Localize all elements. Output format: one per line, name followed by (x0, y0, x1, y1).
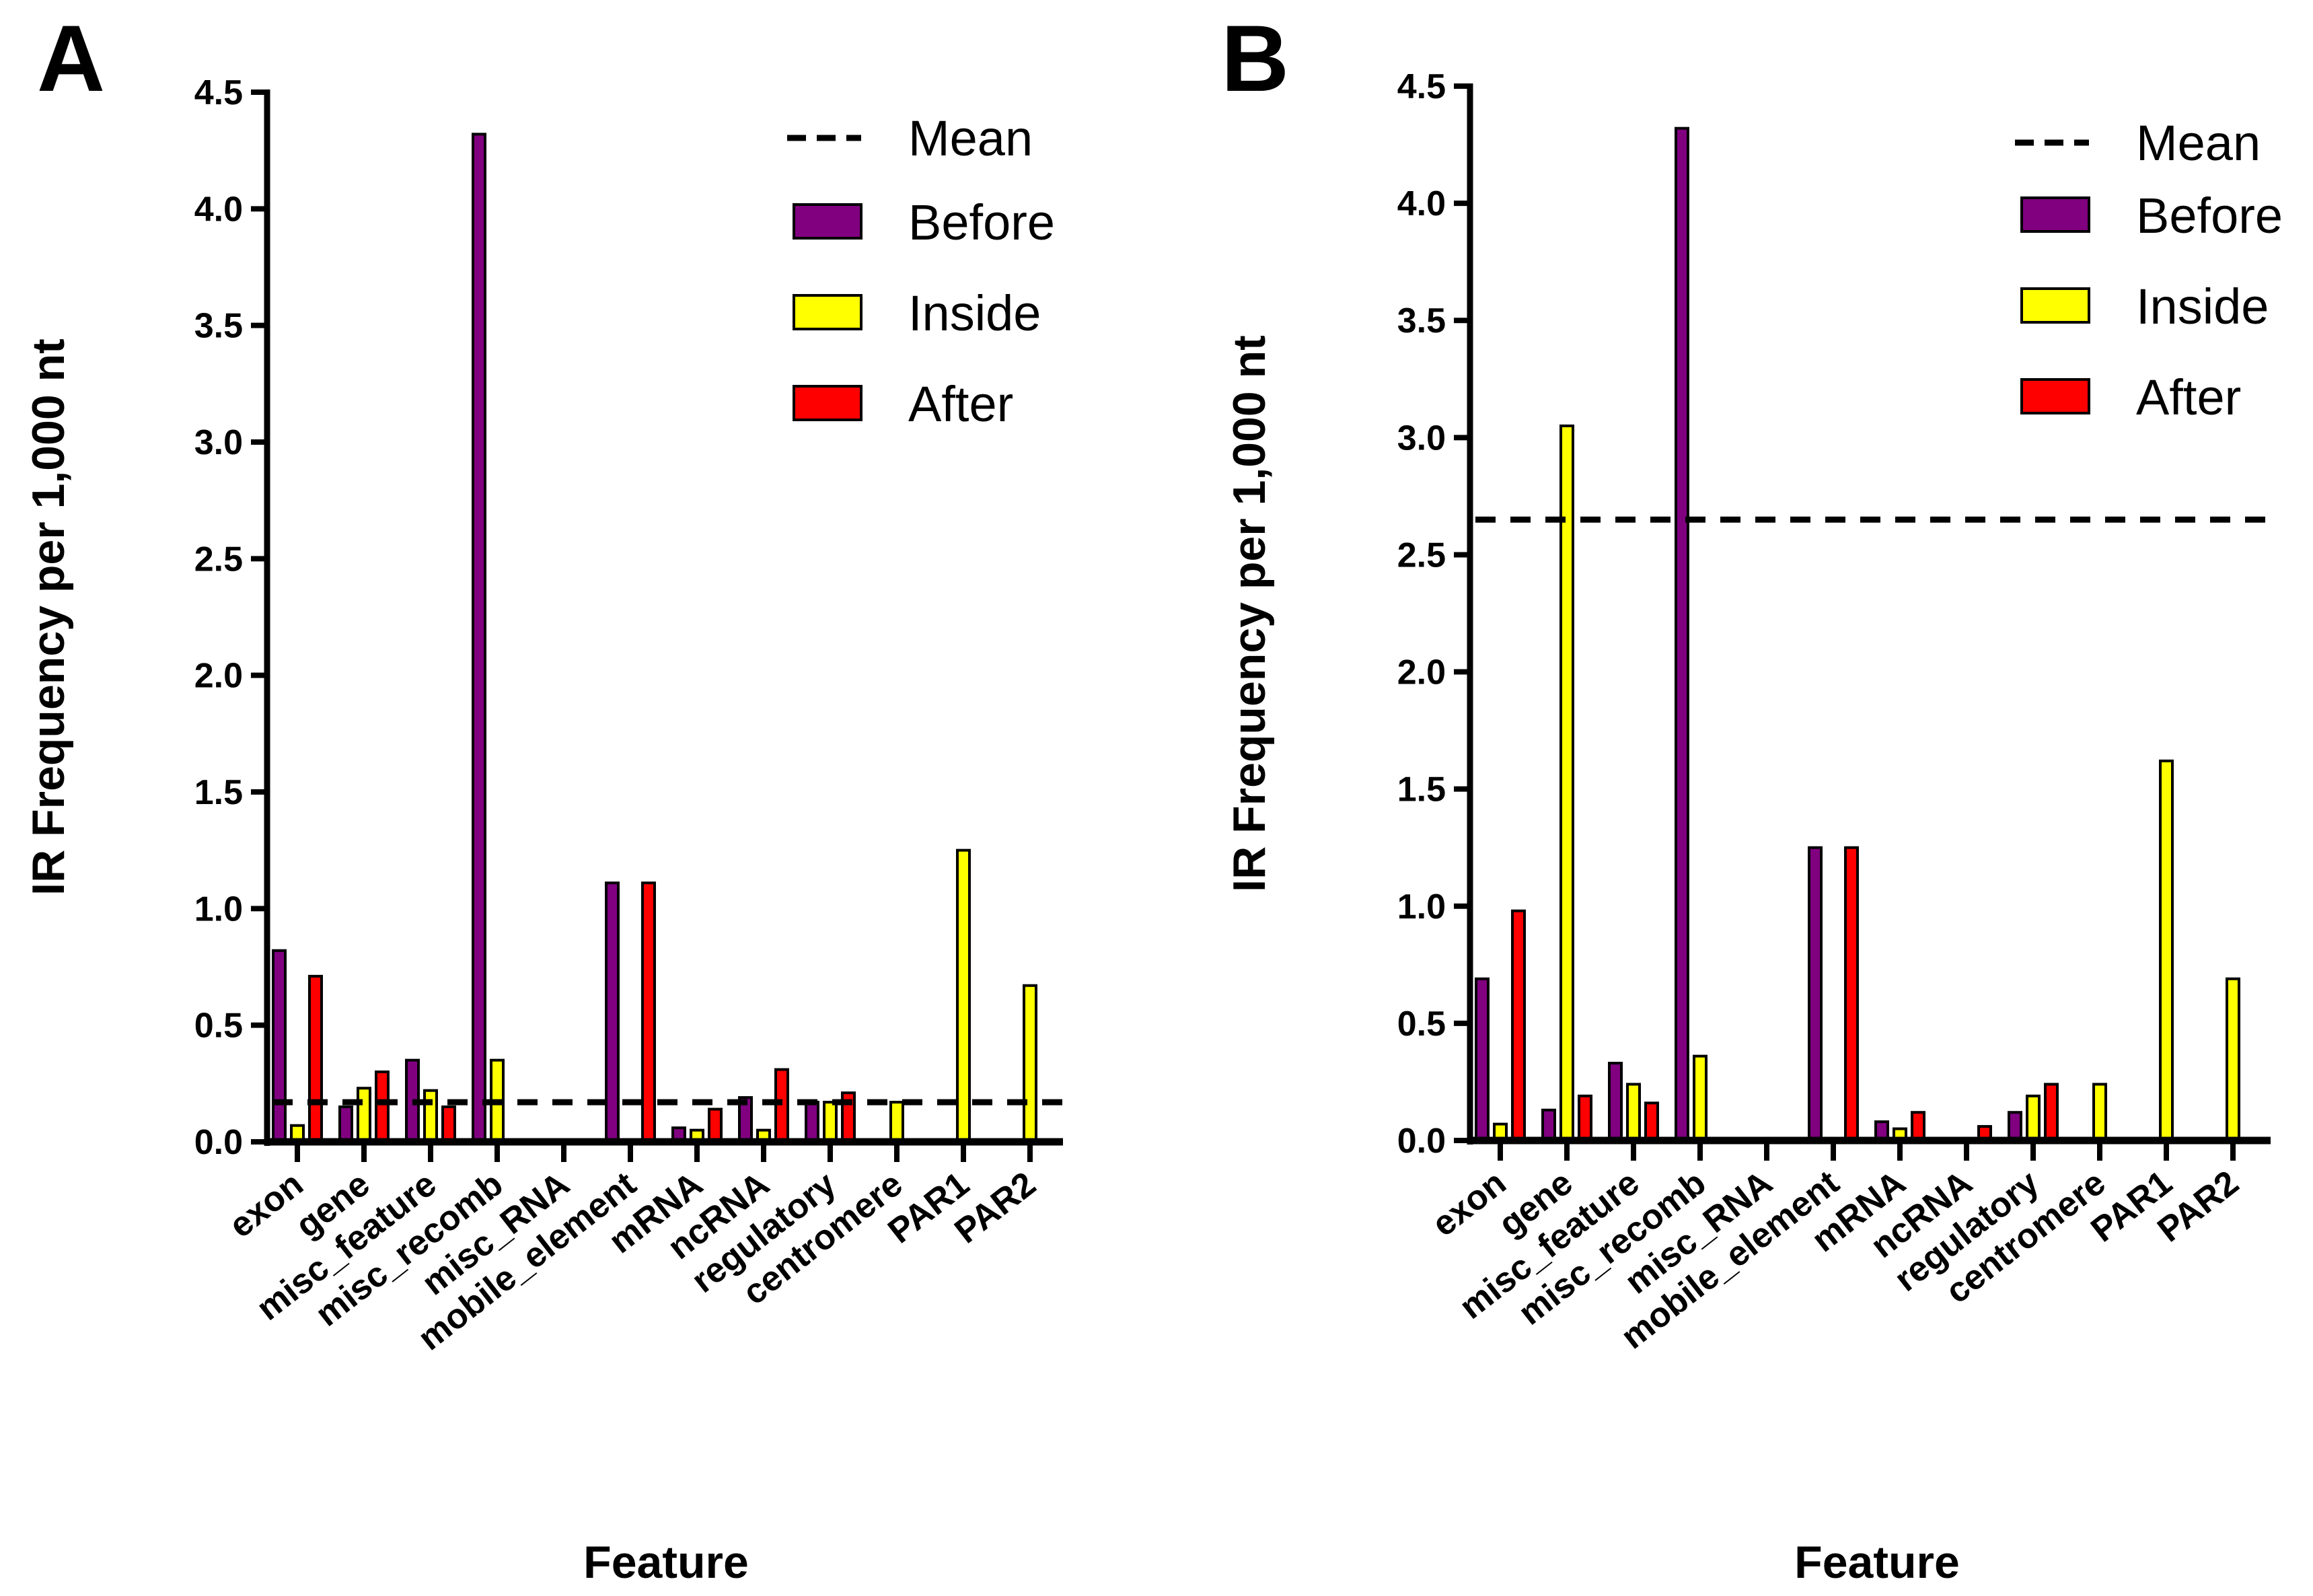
y-tick-label: 4.5 (194, 73, 243, 112)
bar-before-mobile_element (1808, 846, 1823, 1142)
y-tick-label: 0.0 (194, 1123, 243, 1162)
x-tick-label: exon (1425, 1163, 1513, 1244)
legend-swatch-before (793, 203, 862, 240)
bar-inside-misc_recomb (1693, 1054, 1708, 1142)
y-axis-title: IR Frequency per 1,000 nt (1224, 335, 1275, 892)
bar-inside-regulatory (2026, 1094, 2041, 1142)
bar-before-gene (1541, 1108, 1556, 1142)
bar-before-exon (272, 949, 287, 1143)
bar-inside-PAR1 (956, 848, 971, 1143)
y-tick-label: 0.5 (194, 1007, 243, 1046)
legend-mean-label: Mean (2136, 115, 2261, 171)
chart-panel-A: A0.00.51.01.52.02.53.03.54.04.5exongenem… (23, 5, 1063, 1588)
bar-before-gene (338, 1105, 353, 1143)
y-tick-label: 3.5 (1397, 301, 1446, 340)
y-tick-label: 3.0 (1397, 419, 1446, 458)
bar-inside-gene (357, 1087, 371, 1144)
y-tick-label: 4.5 (1397, 67, 1446, 106)
bar-after-exon (1511, 909, 1526, 1142)
y-tick-label: 1.5 (1397, 770, 1446, 809)
bar-inside-PAR2 (1023, 984, 1037, 1143)
legend-label-after: After (908, 376, 1013, 432)
legend-swatch-inside (793, 294, 862, 330)
y-tick-label: 3.5 (194, 307, 243, 346)
legend-swatch-before (2020, 196, 2090, 233)
legend-label-before: Before (908, 194, 1055, 250)
bar-after-mobile_element (641, 881, 656, 1143)
y-tick-label: 2.0 (1397, 653, 1446, 692)
y-tick-label: 2.0 (194, 657, 243, 696)
legend-mean-label: Mean (908, 110, 1033, 166)
legend-swatch-after (793, 385, 862, 421)
bar-before-mobile_element (605, 881, 620, 1143)
legend: Mean Before Inside After (2015, 115, 2283, 425)
bar-after-exon (308, 974, 323, 1144)
bar-after-ncRNA (774, 1068, 789, 1143)
bar-after-misc_feature (441, 1105, 456, 1143)
bar-before-misc_recomb (472, 133, 486, 1143)
y-axis-title: IR Frequency per 1,000 nt (23, 338, 74, 896)
bar-before-regulatory (2008, 1111, 2022, 1142)
legend-swatch-after (2020, 378, 2090, 414)
bar-inside-centromere (2092, 1083, 2107, 1142)
y-tick-label: 1.0 (1397, 887, 1446, 927)
panel-label: A (37, 5, 105, 111)
y-tick-label: 4.0 (1397, 184, 1446, 223)
x-tick-label: exon (222, 1165, 310, 1245)
bar-after-mRNA (708, 1108, 723, 1144)
legend-label-inside: Inside (2136, 279, 2269, 334)
y-tick-label: 4.0 (194, 190, 243, 229)
bar-inside-PAR1 (2159, 759, 2174, 1142)
bar-inside-centromere (889, 1101, 904, 1143)
bar-inside-gene (1559, 424, 1574, 1142)
bar-after-mobile_element (1844, 846, 1859, 1142)
panel-label: B (1221, 5, 1289, 111)
legend-label-after: After (2136, 369, 2241, 425)
bar-before-misc_feature (1608, 1062, 1623, 1142)
y-tick-label: 3.0 (194, 423, 243, 462)
bar-inside-regulatory (823, 1101, 838, 1143)
chart-panel-B: B0.00.51.01.52.02.53.03.54.04.5exongenem… (1221, 5, 2283, 1588)
bar-inside-misc_feature (1626, 1083, 1641, 1142)
bar-after-regulatory (2044, 1083, 2059, 1142)
y-tick-label: 0.5 (1397, 1005, 1446, 1044)
bar-before-regulatory (805, 1101, 819, 1143)
bar-before-exon (1475, 977, 1490, 1142)
y-tick-label: 2.5 (194, 540, 243, 579)
bar-inside-PAR2 (2226, 977, 2240, 1142)
y-tick-label: 2.5 (1397, 536, 1446, 575)
bar-before-misc_recomb (1675, 126, 1689, 1142)
x-axis-title: Feature (1794, 1537, 1960, 1588)
legend-swatch-inside (2020, 287, 2090, 324)
legend: Mean Before Inside After (787, 110, 1055, 432)
bar-after-mRNA (1911, 1111, 1925, 1142)
bar-after-gene (1578, 1094, 1592, 1142)
bar-after-gene (375, 1071, 390, 1143)
legend-label-before: Before (2136, 188, 2283, 244)
bar-after-misc_feature (1644, 1101, 1659, 1142)
y-tick-label: 0.0 (1397, 1122, 1446, 1161)
x-axis-title: Feature (583, 1537, 749, 1588)
legend-label-inside: Inside (908, 285, 1041, 341)
y-tick-label: 1.5 (194, 773, 243, 812)
bar-inside-misc_feature (423, 1089, 438, 1143)
y-tick-label: 1.0 (194, 890, 243, 929)
